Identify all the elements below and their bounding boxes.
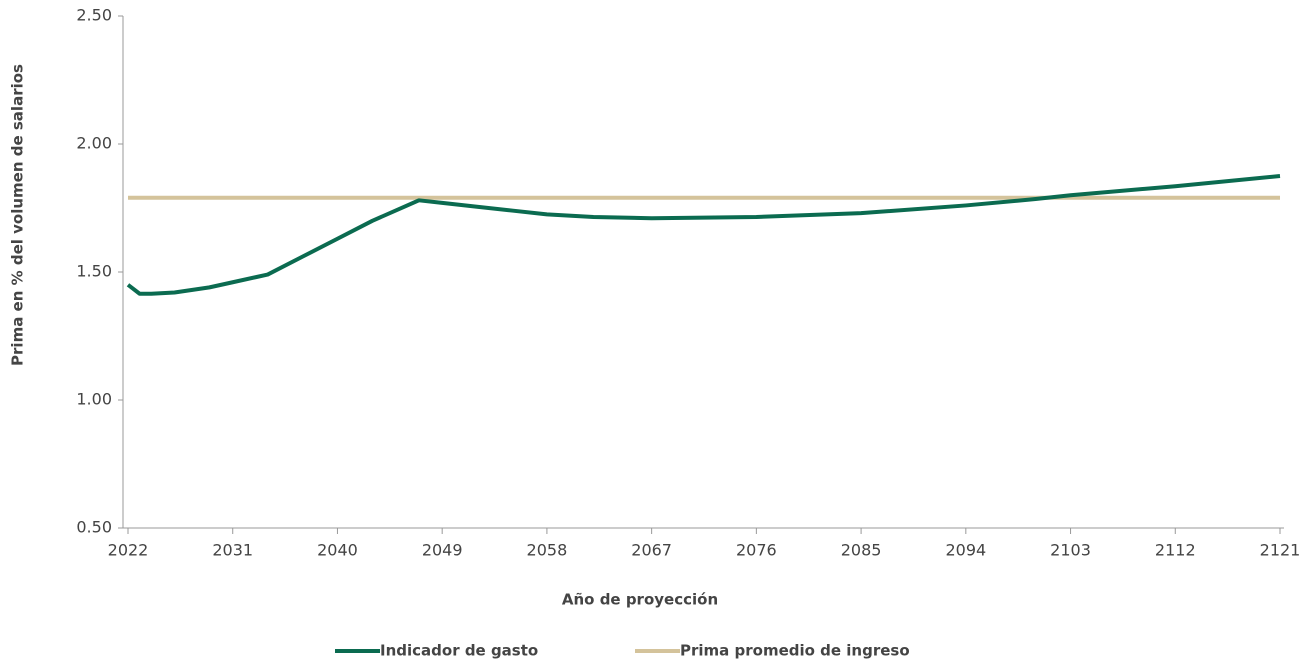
x-tick-label: 2112 [1155, 541, 1196, 560]
series-line [126, 174, 1281, 296]
y-tick-label: 0.50 [76, 518, 112, 537]
legend-text: Indicador de gasto [380, 642, 538, 660]
x-tick-label: 2076 [736, 541, 777, 560]
x-tick-label: 2058 [527, 541, 568, 560]
y-tick-label: 1.50 [76, 262, 112, 281]
x-tick-label: 2022 [108, 541, 149, 560]
x-tick-label: 2103 [1050, 541, 1091, 560]
legend-text: Prima promedio de ingreso [680, 642, 910, 660]
x-axis-title: Año de proyección [562, 591, 718, 609]
x-tick-label: 2049 [422, 541, 463, 560]
y-tick-label: 2.00 [76, 134, 112, 153]
x-tick-label: 2031 [212, 541, 253, 560]
x-tick-label: 2121 [1260, 541, 1301, 560]
x-tick-label: 2040 [317, 541, 358, 560]
x-tick-label: 2067 [631, 541, 672, 560]
x-tick-label: 2085 [841, 541, 882, 560]
y-tick-label: 2.50 [76, 6, 112, 25]
y-axis-title: Prima en % del volumen de salarios [9, 64, 27, 366]
x-tick-label: 2094 [945, 541, 986, 560]
y-tick-label: 1.00 [76, 390, 112, 409]
